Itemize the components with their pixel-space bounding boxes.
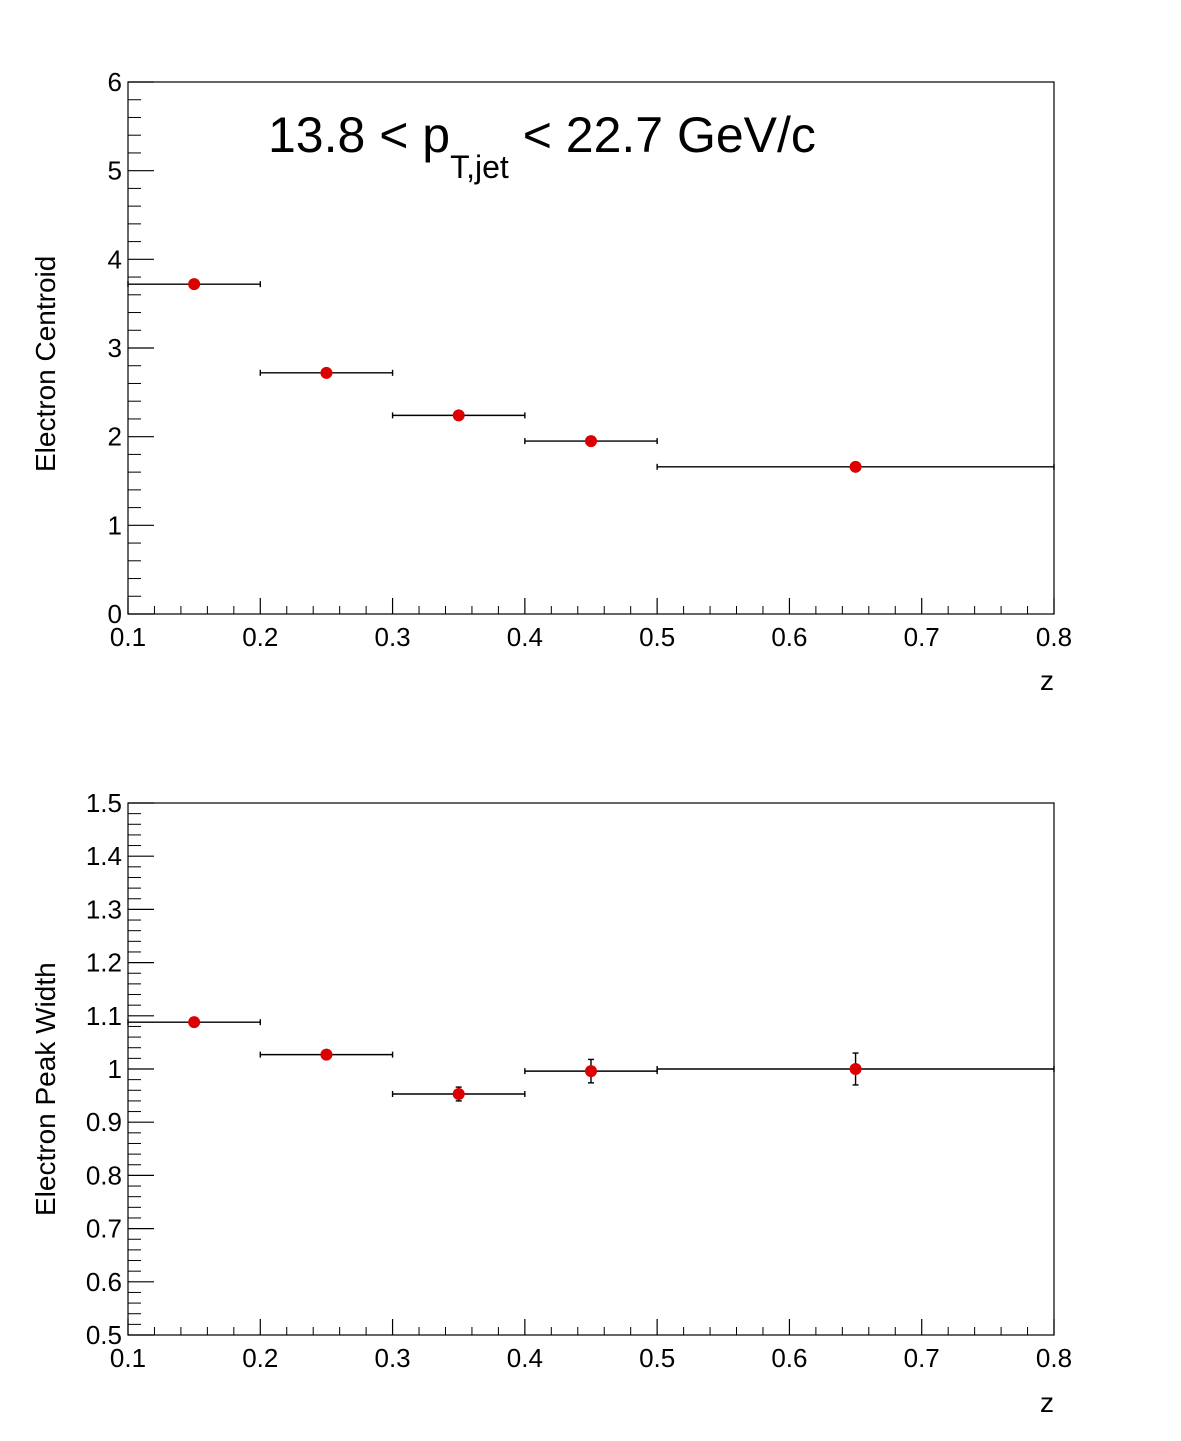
y-tick-label: 1.1 [86,1001,122,1031]
y-tick-label: 4 [108,244,122,274]
data-marker [188,1016,201,1029]
data-marker [320,366,333,379]
data-point [127,278,261,291]
y-tick-label: 1.3 [86,894,122,924]
x-axis-title-bottom: z [1040,1387,1054,1418]
annotation-subscript: T,jet [450,149,509,185]
y-tick-label: 0.5 [86,1320,122,1350]
y-tick-label: 1 [108,1054,122,1084]
bottom-panel-peak-width: 0.1 0.2 0.3 0.4 0.5 0.6 0.7 0.8 0.5 0.6 0.7 0.8 0.9 1… [30,788,1072,1418]
y-axis-title-bottom: Electron Peak Width [30,962,61,1216]
data-marker [320,1048,333,1061]
x-tick-label: 0.7 [904,622,940,652]
data-point [524,1058,658,1084]
axis-ticks-bottom: 0.1 0.2 0.3 0.4 0.5 0.6 0.7 0.8 0.5 0.6 0.7 0.8 0.9 1… [86,788,1072,1373]
y-tick-label: 5 [108,156,122,186]
x-tick-label: 0.5 [639,1343,675,1373]
data-point [524,435,658,448]
y-axis-title-top: Electron Centroid [30,256,61,472]
x-tick-label: 0.5 [639,622,675,652]
data-marker [452,1088,465,1101]
data-point [127,1016,261,1029]
data-point [259,1048,394,1061]
y-tick-label: 0.9 [86,1107,122,1137]
y-tick-label: 0.8 [86,1160,122,1190]
y-tick-label: 0.7 [86,1214,122,1244]
y-tick-label: 1.4 [86,841,122,871]
y-tick-label: 1.5 [86,788,122,818]
x-tick-label: 0.3 [374,1343,410,1373]
annotation-prefix: 13.8 < p [268,107,450,163]
y-tick-label: 3 [108,333,122,363]
data-point [259,366,394,379]
x-tick-label: 0.7 [904,1343,940,1373]
x-tick-label: 0.2 [242,622,278,652]
x-tick-label: 0.4 [507,622,543,652]
top-panel-centroid: 0.1 0.2 0.3 0.4 0.5 0.6 0.7 0.8 0 1 2 3 4 5 6 13.8 < p… [30,67,1072,696]
data-marker [188,278,201,291]
y-tick-label: 1 [108,510,122,540]
annotation-pt-range: 13.8 < pT,jet < 22.7 GeV/c [268,107,816,185]
data-point [656,460,1055,473]
x-tick-label: 0.3 [374,622,410,652]
data-point [656,1052,1055,1086]
data-marker [849,1063,862,1075]
x-tick-label: 0.2 [242,1343,278,1373]
data-series-bottom [127,1016,1055,1102]
y-tick-label: 0.6 [86,1267,122,1297]
y-tick-label: 6 [108,67,122,97]
data-marker [452,409,465,422]
x-tick-label: 0.1 [110,622,146,652]
axis-ticks-top: 0.1 0.2 0.3 0.4 0.5 0.6 0.7 0.8 0 1 2 3 4 5 6 [108,67,1073,652]
data-point [391,409,526,422]
x-tick-label: 0.8 [1036,622,1072,652]
y-tick-label: 1.2 [86,948,122,978]
x-tick-label: 0.6 [771,1343,807,1373]
x-tick-label: 0.8 [1036,1343,1072,1373]
data-series-top [127,278,1055,473]
data-marker [849,460,862,473]
x-tick-label: 0.1 [110,1343,146,1373]
x-axis-title-top: z [1040,665,1054,696]
data-marker [585,435,597,448]
data-point [391,1086,526,1102]
y-tick-label: 2 [108,422,122,452]
data-marker [585,1065,597,1078]
x-tick-label: 0.4 [507,1343,543,1373]
x-tick-label: 0.6 [771,622,807,652]
y-tick-label: 0 [108,599,122,629]
annotation-suffix: < 22.7 GeV/c [509,107,816,163]
